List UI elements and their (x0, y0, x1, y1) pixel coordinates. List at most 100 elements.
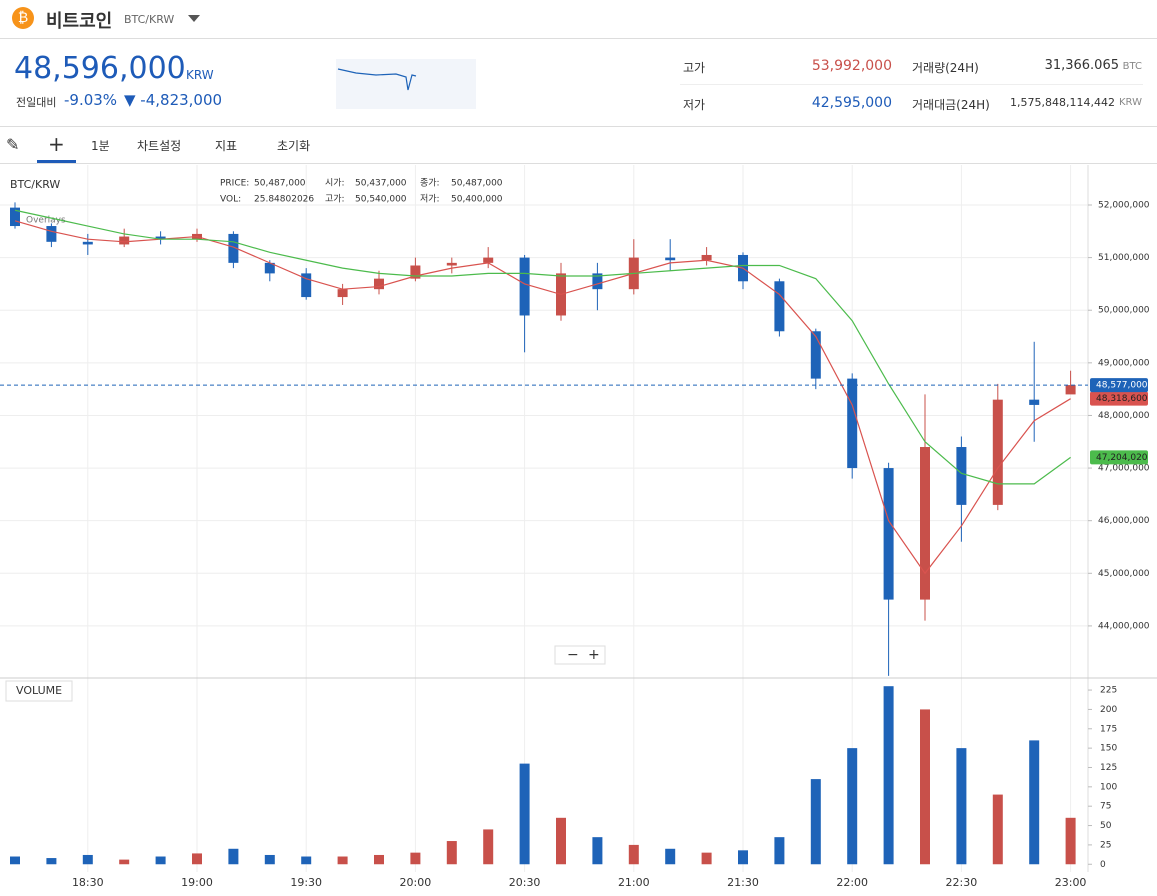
low-label: 저가 (683, 98, 706, 112)
volume-bar (119, 859, 130, 865)
volume-bar (956, 748, 967, 865)
x-tick-label: 19:30 (290, 876, 322, 889)
currency: KRW (186, 68, 214, 82)
sparkline-line (337, 68, 417, 91)
volume-bar (155, 856, 166, 865)
candle-body (956, 447, 967, 505)
reset-button[interactable]: 초기화 (277, 139, 311, 153)
x-tick-label: 20:30 (509, 876, 541, 889)
candle-body (264, 262, 275, 274)
y-tick-label: 100 (1100, 782, 1117, 792)
volume-bar (483, 829, 494, 865)
price-tag-label: 48,318,600 (1096, 394, 1148, 404)
low: 42,595,000 (811, 95, 892, 111)
candle-body (82, 241, 93, 245)
info-value: 50,400,000 (451, 195, 503, 205)
candle-body (46, 226, 57, 242)
title-bar: ₿ 비트코인 BTC/KRW (0, 0, 1157, 39)
y-tick-label: 48,000,000 (1098, 411, 1150, 421)
candle-body (992, 399, 1003, 505)
info-value: 50,487,000 (254, 179, 306, 189)
volume-bar (519, 763, 530, 865)
info-label: 고가: (325, 194, 345, 205)
y-tick-label: 0 (1100, 860, 1106, 870)
price-tag (1090, 450, 1148, 465)
candle-body (519, 257, 530, 316)
y-tick-label: 125 (1100, 763, 1117, 773)
volume-bar (374, 854, 384, 865)
symbol: BTC/KRW (10, 178, 60, 191)
y-tick-label: 52,000,000 (1098, 200, 1150, 210)
settings-button[interactable]: 차트설정 (137, 139, 182, 153)
volume-bar (701, 852, 712, 865)
volume-bar (192, 853, 202, 865)
candle-body (665, 257, 676, 261)
zoom-out[interactable]: − (567, 647, 579, 663)
interval-button[interactable]: 1분 (91, 139, 110, 153)
crosshair-tool[interactable]: + (48, 132, 65, 156)
moving-average (14, 209, 1071, 485)
y-tick-label: 50 (1100, 821, 1112, 831)
plot (0, 165, 1088, 872)
toolbar: ✎ + 1분 차트설정 지표 초기화 (0, 127, 1157, 164)
info-label: 종가: (420, 178, 440, 189)
y-tick-label: 25 (1100, 840, 1111, 850)
info-value: 25.84802026 (254, 195, 314, 205)
amount: 1,575,848,114,442 (1010, 96, 1115, 109)
volume-bar (628, 844, 639, 865)
indicators-button[interactable]: 지표 (215, 139, 238, 153)
volume-bar (301, 856, 312, 865)
y-tick-label: 49,000,000 (1098, 358, 1150, 368)
candle-body (883, 468, 894, 600)
coin-icon: ₿ (12, 7, 34, 29)
info-label: VOL: (220, 195, 241, 205)
x-tick-label: 21:30 (727, 876, 759, 889)
volume-bar (883, 686, 894, 865)
high: 53,992,000 (811, 58, 892, 74)
volume: 31,366.065 (1044, 58, 1119, 73)
volume-bar (1065, 817, 1076, 865)
candle-body (701, 254, 712, 261)
info-label: 시가: (325, 178, 345, 189)
y-tick-label: 47,000,000 (1098, 464, 1150, 474)
y-tick-label: 44,000,000 (1098, 621, 1150, 631)
volume-label: 거래량(24H) (912, 61, 979, 75)
volume-bar (410, 852, 421, 865)
y-tick-label: 150 (1100, 744, 1117, 754)
zoom-in[interactable]: + (588, 647, 600, 663)
volume-bar (920, 709, 930, 865)
y-tick-label: 200 (1100, 705, 1117, 715)
volume-unit: BTC (1122, 61, 1142, 72)
candle-body (1029, 399, 1040, 405)
volume-bar (738, 850, 748, 865)
dropdown-arrow[interactable] (188, 15, 200, 22)
candle-body (592, 273, 603, 290)
price-tag-label: 47,204,020 (1096, 453, 1148, 463)
y-tick-label: 175 (1100, 724, 1117, 734)
active-indicator (37, 160, 76, 163)
candle-body (774, 281, 785, 332)
draw-tool[interactable]: ✎ (6, 135, 20, 154)
amount-unit: KRW (1119, 97, 1142, 108)
sparkline (336, 59, 476, 109)
candle-body (228, 233, 239, 263)
candle-body (374, 278, 384, 290)
price-tag (1090, 391, 1148, 406)
price-panel: 48,596,000 KRW 전일대비 -9.03% ▼ -4,823,000 … (0, 39, 1157, 127)
volume-bar (228, 848, 239, 865)
volume-bar (774, 837, 785, 865)
volume-bar (264, 854, 275, 865)
price-tag-label: 48,577,000 (1096, 381, 1148, 391)
volume-bar (992, 794, 1003, 865)
x-tick-label: 20:00 (400, 876, 432, 889)
divider (680, 84, 1143, 85)
candle-body (410, 265, 421, 279)
volume-bar (810, 779, 821, 865)
coin-name[interactable]: 비트코인 (46, 11, 113, 32)
x-tick-label: 19:00 (181, 876, 213, 889)
candle-body (10, 207, 20, 227)
candle-body (1065, 385, 1076, 395)
volume-bar (446, 841, 457, 865)
